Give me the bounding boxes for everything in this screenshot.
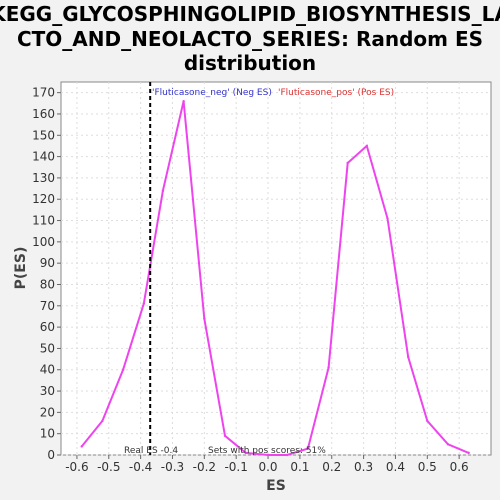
y-tick-label: 140: [32, 150, 55, 164]
data-point: [306, 447, 310, 450]
y-tick-label: 170: [32, 86, 55, 100]
data-point: [203, 317, 206, 320]
x-tick-label: 0.3: [354, 460, 373, 474]
data-point: [223, 434, 227, 438]
y-axis-ticks: 0 10 20 30 40 50 60 70 80 90 100 110 120 130 140 150 160…: [32, 86, 61, 462]
chart-title-line-1: KEGG_GLYCOSPHINGOLIPID_BIOSYNTHESIS_LA: [0, 2, 500, 26]
data-point: [121, 368, 125, 371]
x-tick-label: -0.6: [65, 460, 88, 474]
data-point: [467, 451, 470, 455]
data-point: [266, 453, 270, 457]
y-tick-label: 80: [40, 277, 55, 291]
x-tick-label: 0.1: [290, 460, 309, 474]
x-tick-label: 0.5: [418, 460, 437, 474]
y-tick-label: 50: [40, 341, 55, 355]
x-tick-label: -0.3: [161, 460, 184, 474]
pos-scores-note: Sets with pos scores: 51%: [208, 446, 326, 456]
y-tick-label: 160: [32, 107, 55, 121]
y-tick-label: 110: [32, 214, 55, 228]
y-tick-label: 130: [32, 171, 55, 185]
data-point: [346, 161, 349, 165]
pos-es-label: 'Fluticasone_pos' (Pos ES): [278, 88, 394, 98]
y-tick-label: 90: [40, 256, 55, 270]
x-tick-label: -0.1: [224, 460, 247, 474]
neg-es-label: 'Fluticasone_neg' (Neg ES): [152, 88, 272, 98]
y-tick-label: 150: [32, 128, 55, 142]
y-axis-label: P(ES): [13, 247, 29, 290]
x-tick-label: 0.6: [450, 460, 469, 474]
x-tick-label: 0.0: [258, 460, 277, 474]
data-point: [426, 419, 429, 423]
data-point: [285, 453, 289, 457]
y-tick-label: 20: [40, 405, 55, 419]
x-tick-label: 0.4: [386, 460, 405, 474]
real-es-label: Real ES -0.4: [124, 446, 178, 456]
x-tick-label: -0.5: [97, 460, 120, 474]
plot-area: [60, 81, 492, 456]
data-point: [80, 445, 83, 448]
data-point: [446, 443, 450, 446]
data-point: [142, 302, 146, 305]
series-line: [80, 100, 470, 456]
data-point: [101, 419, 104, 423]
data-point: [182, 99, 185, 103]
y-tick-label: 0: [47, 448, 55, 462]
series-layer: [80, 99, 470, 457]
x-axis-label: ES: [266, 478, 286, 494]
y-tick-label: 30: [40, 384, 55, 398]
data-point: [161, 189, 165, 192]
data-point: [386, 217, 389, 220]
chart-title-line-2: CTO_AND_NEOLACTO_SERIES: Random ES: [17, 27, 483, 51]
x-tick-label: -0.4: [129, 460, 152, 474]
x-tick-label: 0.2: [322, 460, 341, 474]
x-axis-ticks: -0.6 -0.5 -0.4 -0.3 -0.2 -0.1 0.0 0.1 0.2 0.3 0.4 0…: [65, 455, 469, 474]
data-point: [244, 451, 247, 455]
y-tick-label: 10: [40, 427, 55, 441]
data-point: [327, 366, 330, 369]
y-tick-label: 40: [40, 363, 55, 377]
grid: [61, 82, 491, 456]
x-tick-label: -0.2: [193, 460, 216, 474]
y-tick-label: 100: [32, 235, 55, 249]
chart-title-line-3: distribution: [184, 51, 316, 75]
y-tick-label: 60: [40, 320, 55, 334]
data-point: [406, 355, 410, 359]
y-tick-label: 120: [32, 192, 55, 206]
y-tick-label: 70: [40, 299, 55, 313]
data-point: [365, 144, 368, 148]
